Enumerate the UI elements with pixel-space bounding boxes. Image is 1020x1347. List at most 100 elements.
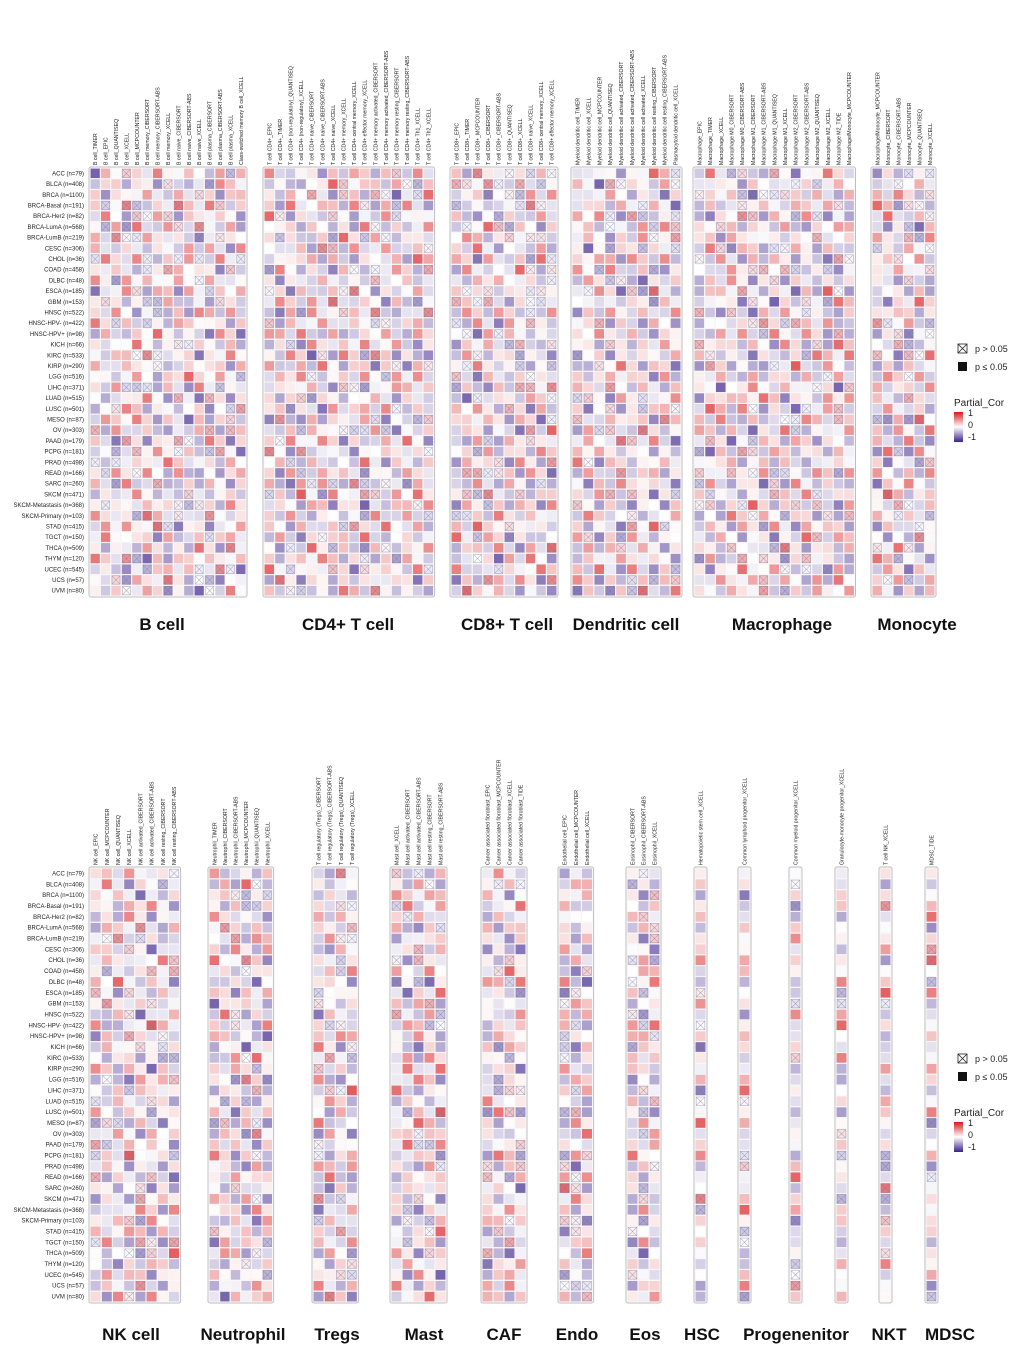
heat-cell: [402, 553, 413, 564]
heat-cell: [872, 392, 883, 404]
ns-marker: [904, 329, 914, 339]
heat-cell: [514, 446, 526, 457]
heat-cell: [90, 414, 101, 425]
heat-cell: [637, 564, 649, 575]
ns-marker: [833, 414, 843, 424]
ns-marker: [812, 500, 822, 510]
heat-cell: [493, 382, 504, 393]
heat-cell: [90, 1269, 102, 1281]
ns-marker: [671, 564, 681, 574]
ns-marker: [583, 393, 593, 403]
heat-cell: [317, 574, 328, 586]
heat-cell: [121, 371, 132, 382]
ns-marker: [638, 404, 648, 414]
column-label: NK cell_QUANTISEQ: [116, 815, 122, 865]
heat-cell: [604, 542, 616, 554]
heat-cell: [112, 868, 124, 879]
row-label: ACC (n=79): [52, 871, 84, 877]
heat-cell: [833, 232, 844, 243]
heat-cell: [121, 564, 132, 575]
ns-marker: [184, 436, 194, 446]
ns-marker: [462, 179, 472, 189]
heat-cell: [704, 457, 716, 468]
heat-cell: [833, 360, 844, 372]
ns-marker: [370, 307, 380, 317]
heat-cell: [493, 360, 504, 372]
ns-marker: [473, 297, 482, 307]
ns-marker: [515, 361, 525, 371]
ns-marker: [705, 500, 715, 510]
heat-cell: [391, 585, 402, 596]
ns-marker: [328, 211, 338, 221]
heat-cell: [769, 403, 780, 414]
heat-cell: [461, 264, 473, 275]
heat-cell: [285, 510, 296, 521]
heat-cell: [306, 200, 317, 211]
ns-marker: [526, 168, 535, 178]
column-label: Macrophage M1_XCELL: [783, 108, 789, 165]
ns-marker: [194, 564, 204, 574]
heat-cell: [194, 403, 205, 414]
ns-marker: [473, 489, 482, 499]
column-label: T cell CD4+ memory resting_CIBERSORT-ABS: [405, 55, 411, 165]
heat-cell: [131, 168, 142, 179]
heat-cell: [327, 510, 339, 521]
heat-cell: [296, 414, 307, 425]
heat-cell: [583, 435, 594, 446]
ns-marker: [605, 275, 615, 285]
heat-cell: [146, 1139, 157, 1150]
heat-cell: [296, 339, 307, 350]
ns-marker: [132, 511, 142, 521]
heat-cell: [152, 328, 163, 339]
heat-cell: [615, 189, 627, 200]
ns-marker: [925, 457, 935, 467]
heat-cell: [391, 457, 402, 468]
heat-cell: [790, 200, 801, 211]
heat-cell: [483, 328, 494, 339]
ns-marker: [451, 201, 461, 210]
heat-cell: [402, 318, 413, 329]
ns-marker: [132, 233, 142, 242]
heat-cell: [493, 521, 504, 532]
ns-marker: [737, 201, 747, 210]
heat-cell: [306, 553, 317, 564]
heat-cell: [536, 328, 547, 339]
heat-cell: [790, 435, 801, 446]
ns-marker: [142, 318, 152, 328]
ns-marker: [536, 201, 546, 210]
heat-cell: [801, 425, 812, 436]
heat-cell: [225, 532, 236, 543]
ns-marker: [759, 586, 769, 596]
heat-cell: [131, 392, 142, 404]
ns-marker: [349, 286, 359, 296]
heat-cell: [779, 360, 791, 372]
heat-cell: [134, 879, 146, 890]
heat-cell: [504, 457, 515, 468]
ns-marker: [780, 554, 790, 564]
heat-cell: [844, 489, 855, 500]
ns-marker: [163, 521, 173, 531]
heat-cell: [110, 467, 121, 479]
heat-cell: [121, 403, 132, 414]
ns-marker: [801, 554, 811, 564]
heat-cell: [327, 499, 339, 511]
heat-cell: [822, 339, 833, 350]
ns-marker: [205, 511, 214, 521]
heat-cell: [391, 435, 402, 446]
ns-marker: [339, 382, 348, 392]
heat-cell: [626, 478, 638, 489]
heat-cell: [296, 318, 307, 329]
heat-cell: [461, 371, 473, 382]
heat-cell: [296, 296, 307, 307]
heat-cell: [402, 425, 413, 436]
heat-cell: [152, 253, 163, 265]
heat-cell: [572, 232, 583, 243]
heat-cell: [726, 178, 737, 190]
heat-cell: [90, 1128, 102, 1140]
heat-cell: [626, 178, 638, 190]
heat-cell: [626, 499, 638, 511]
heat-cell: [715, 553, 726, 564]
heat-cell: [423, 542, 434, 554]
heat-cell: [110, 253, 121, 265]
ns-marker: [124, 1151, 134, 1161]
